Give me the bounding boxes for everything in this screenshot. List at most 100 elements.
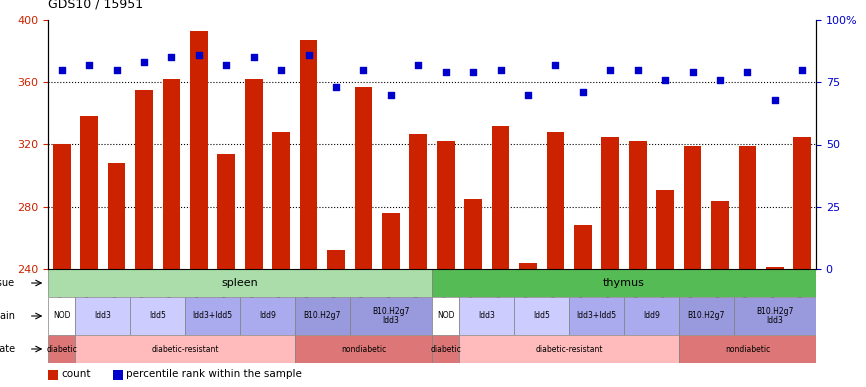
Text: Idd9: Idd9: [643, 312, 660, 320]
Bar: [190, 31, 208, 269]
Point: [82, 62, 96, 68]
Bar: [734, 297, 816, 335]
Bar: [272, 132, 290, 269]
Point: [604, 67, 617, 73]
Bar: [546, 132, 565, 269]
Bar: [327, 250, 345, 269]
Bar: [294, 335, 432, 363]
Bar: [432, 269, 816, 297]
Point: [192, 52, 206, 58]
Bar: [460, 335, 679, 363]
Point: [301, 52, 315, 58]
Bar: [354, 87, 372, 269]
Bar: [350, 297, 432, 335]
Point: [630, 67, 644, 73]
Point: [219, 62, 233, 68]
Point: [521, 92, 535, 98]
Bar: [460, 297, 514, 335]
Bar: [574, 225, 591, 269]
Bar: [185, 297, 240, 335]
Point: [137, 59, 151, 65]
Text: nondiabetic: nondiabetic: [341, 344, 386, 353]
Bar: [766, 267, 784, 269]
Point: [165, 54, 178, 60]
Text: Idd9: Idd9: [259, 312, 276, 320]
Text: tissue: tissue: [0, 278, 15, 288]
Text: strain: strain: [0, 311, 15, 321]
Point: [494, 67, 507, 73]
Bar: [679, 335, 816, 363]
Text: B10.H2g7
Idd3: B10.H2g7 Idd3: [372, 307, 410, 325]
Point: [576, 89, 590, 95]
Text: GDS10 / 15951: GDS10 / 15951: [48, 0, 143, 10]
Bar: [135, 90, 153, 269]
Point: [795, 67, 809, 73]
Bar: [48, 297, 75, 335]
Point: [768, 97, 782, 103]
Text: percentile rank within the sample: percentile rank within the sample: [126, 369, 302, 379]
Bar: [624, 297, 679, 335]
Bar: [48, 335, 75, 363]
Text: B10.H2g7: B10.H2g7: [304, 312, 341, 320]
Bar: [514, 297, 569, 335]
Bar: [569, 297, 624, 335]
Point: [740, 69, 754, 75]
Bar: [240, 297, 294, 335]
Bar: [711, 200, 729, 269]
Point: [658, 77, 672, 83]
Text: Idd3: Idd3: [94, 312, 112, 320]
Text: Idd3+Idd5: Idd3+Idd5: [192, 312, 233, 320]
Point: [55, 67, 68, 73]
Bar: [683, 146, 701, 269]
Bar: [130, 297, 185, 335]
Point: [357, 67, 371, 73]
Bar: [464, 199, 482, 269]
Point: [466, 69, 480, 75]
Bar: [294, 297, 350, 335]
Text: diabetic: diabetic: [46, 344, 77, 353]
Point: [411, 62, 425, 68]
Text: diabetic-resistant: diabetic-resistant: [535, 344, 603, 353]
Point: [686, 69, 700, 75]
Bar: [432, 297, 460, 335]
Bar: [601, 137, 619, 269]
Bar: [656, 190, 674, 269]
Text: count: count: [61, 369, 90, 379]
Bar: [432, 335, 460, 363]
Text: spleen: spleen: [222, 278, 258, 288]
Bar: [75, 297, 130, 335]
Text: nondiabetic: nondiabetic: [725, 344, 770, 353]
Point: [713, 77, 727, 83]
Text: disease state: disease state: [0, 344, 15, 354]
Point: [384, 92, 397, 98]
Bar: [629, 141, 647, 269]
Bar: [739, 146, 756, 269]
Bar: [793, 137, 811, 269]
Text: diabetic-resistant: diabetic-resistant: [152, 344, 219, 353]
Bar: [519, 263, 537, 269]
Text: NOD: NOD: [437, 312, 455, 320]
Bar: [53, 144, 71, 269]
Text: Idd5: Idd5: [533, 312, 550, 320]
Bar: [217, 154, 236, 269]
Text: Idd5: Idd5: [149, 312, 166, 320]
Text: B10.H2g7: B10.H2g7: [688, 312, 725, 320]
Point: [548, 62, 562, 68]
Point: [439, 69, 453, 75]
Text: thymus: thymus: [603, 278, 645, 288]
Point: [329, 84, 343, 90]
Text: NOD: NOD: [53, 312, 70, 320]
Bar: [410, 134, 427, 269]
Point: [247, 54, 261, 60]
Text: B10.H2g7
Idd3: B10.H2g7 Idd3: [756, 307, 793, 325]
Bar: [81, 116, 98, 269]
Bar: [382, 213, 400, 269]
Point: [110, 67, 124, 73]
Text: diabetic: diabetic: [430, 344, 462, 353]
Bar: [245, 79, 262, 269]
Bar: [48, 269, 432, 297]
Text: Idd3: Idd3: [478, 312, 495, 320]
Bar: [75, 335, 294, 363]
Point: [275, 67, 288, 73]
Bar: [300, 40, 318, 269]
